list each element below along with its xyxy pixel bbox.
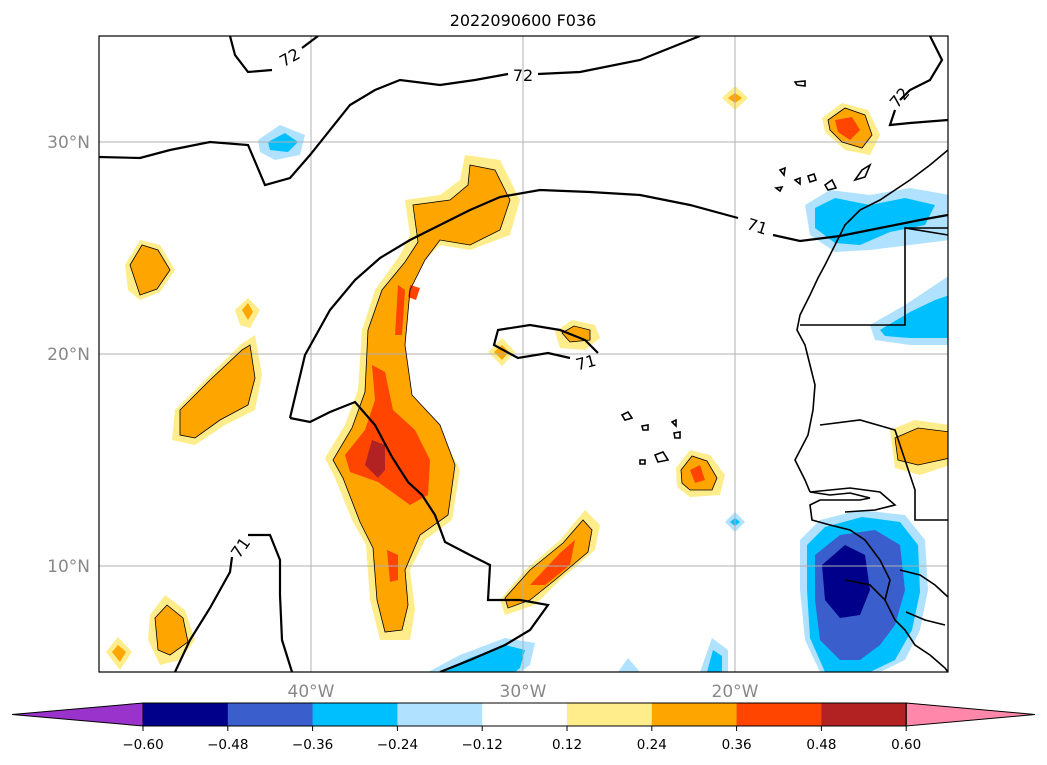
map-frame — [98, 35, 949, 673]
colorbar-tick-label: 0.12 — [552, 737, 582, 753]
colorbar-extend-min — [11, 702, 144, 727]
lat-tick-label: 30°N — [47, 133, 90, 153]
colorbar-segment — [143, 703, 229, 726]
map-title: 2022090600 F036 — [450, 11, 597, 30]
colorbar-segment — [821, 703, 907, 726]
colorbar-segment — [397, 703, 483, 726]
longitude-labels: 40°W 30°W 20°W — [288, 682, 759, 702]
lat-tick-label: 10°N — [47, 557, 90, 577]
colorbar-tick-label: 0.36 — [722, 737, 752, 753]
colorbar-tick-label: 0.60 — [891, 737, 921, 753]
colorbar-segment — [227, 703, 314, 726]
colorbar-segment — [312, 703, 398, 726]
colorbar-segment — [736, 703, 822, 726]
lat-tick-label: 20°N — [47, 345, 90, 365]
colorbar-extend-max — [905, 702, 1036, 727]
colorbar-segment — [651, 703, 738, 726]
height-contours — [99, 36, 948, 672]
colorbar-tick-label: −0.24 — [377, 737, 418, 753]
colorbar-tick-label: −0.12 — [462, 737, 503, 753]
colorbar-tick-label: −0.48 — [207, 737, 248, 753]
colorbar-tick-label: 0.24 — [637, 737, 667, 753]
colorbar-frame — [142, 702, 907, 727]
latitude-labels: 30°N 20°N 10°N — [47, 133, 90, 577]
contour-label: 71 — [574, 351, 599, 375]
colorbar: −0.60 −0.48 −0.36 −0.24 −0.12 0.12 0.24 0.36 0.4… — [11, 702, 1036, 753]
coastlines — [620, 80, 948, 672]
lon-tick-label: 20°W — [712, 682, 759, 702]
colorbar-tick-label: −0.60 — [122, 737, 163, 753]
colorbar-segment — [567, 703, 653, 726]
lon-tick-label: 40°W — [288, 682, 335, 702]
lon-tick-label: 30°W — [500, 682, 547, 702]
colorbar-tick-label: −0.36 — [292, 737, 333, 753]
colorbar-segment — [482, 703, 568, 726]
contour-label: 72 — [513, 66, 533, 85]
colorbar-tick-label: 0.48 — [806, 737, 836, 753]
shaded-field-layer — [106, 86, 948, 672]
